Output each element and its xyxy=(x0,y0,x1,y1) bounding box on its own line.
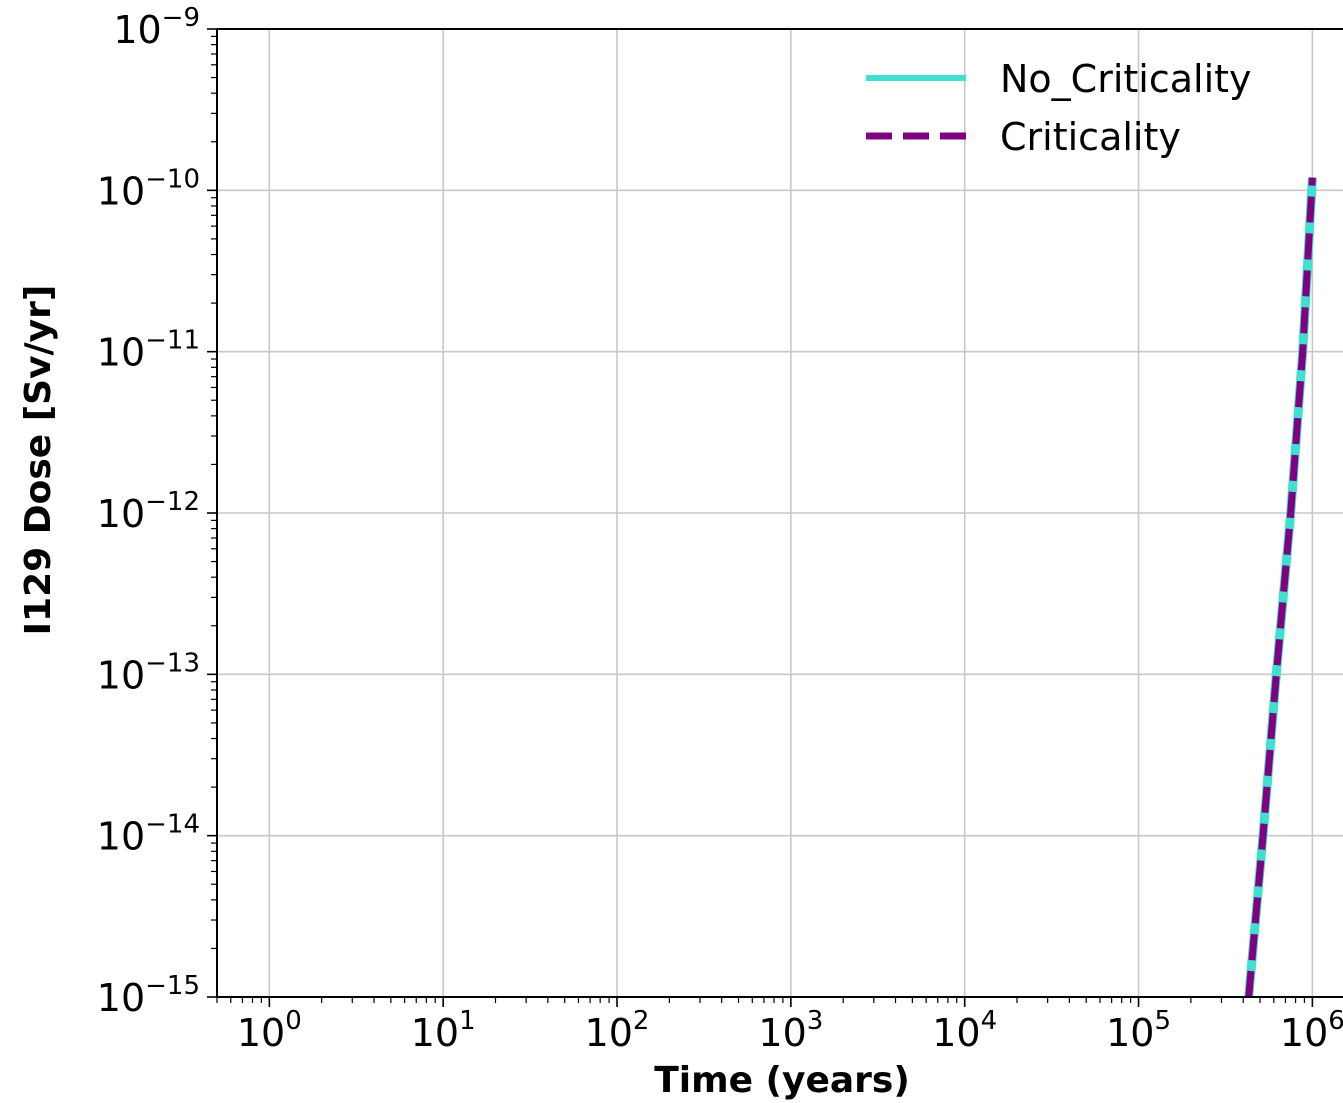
x-tick-label-3: 103 xyxy=(758,1006,823,1055)
minor-ticks xyxy=(211,35,1306,1003)
x-tick-label-1: 101 xyxy=(411,1006,476,1055)
x-tick-label-2: 102 xyxy=(585,1006,650,1055)
legend: No_Criticality Criticality xyxy=(866,57,1252,159)
legend-label-0: No_Criticality xyxy=(1000,57,1252,101)
y-tick-label-2: 10−11 xyxy=(97,326,200,375)
y-tick-label-5: 10−14 xyxy=(97,810,200,859)
y-axis-label: I129 Dose [Sv/yr] xyxy=(18,285,59,636)
x-tick-label-0: 100 xyxy=(237,1006,302,1055)
x-axis-label: Time (years) xyxy=(654,1060,910,1101)
y-tick-label-3: 10−12 xyxy=(97,487,200,536)
legend-label-1: Criticality xyxy=(1000,115,1181,159)
y-tick-label-1: 10−10 xyxy=(97,164,200,213)
x-tick-label-5: 105 xyxy=(1106,1006,1171,1055)
x-tick-label-4: 104 xyxy=(932,1006,997,1055)
series-layer xyxy=(1244,177,1317,998)
series-line-criticality xyxy=(1245,177,1316,998)
y-tick-label-4: 10−13 xyxy=(97,648,200,697)
y-tick-label-6: 10−15 xyxy=(97,971,200,1020)
y-axis-ticks: 10−9 10−10 10−11 10−12 10−13 10−14 10−15 xyxy=(97,3,217,1020)
x-axis-ticks: 100 101 102 103 104 105 106 xyxy=(237,997,1343,1055)
y-tick-label-0: 10−9 xyxy=(113,3,200,52)
grid xyxy=(217,29,1343,997)
x-tick-label-6: 106 xyxy=(1280,1006,1343,1055)
